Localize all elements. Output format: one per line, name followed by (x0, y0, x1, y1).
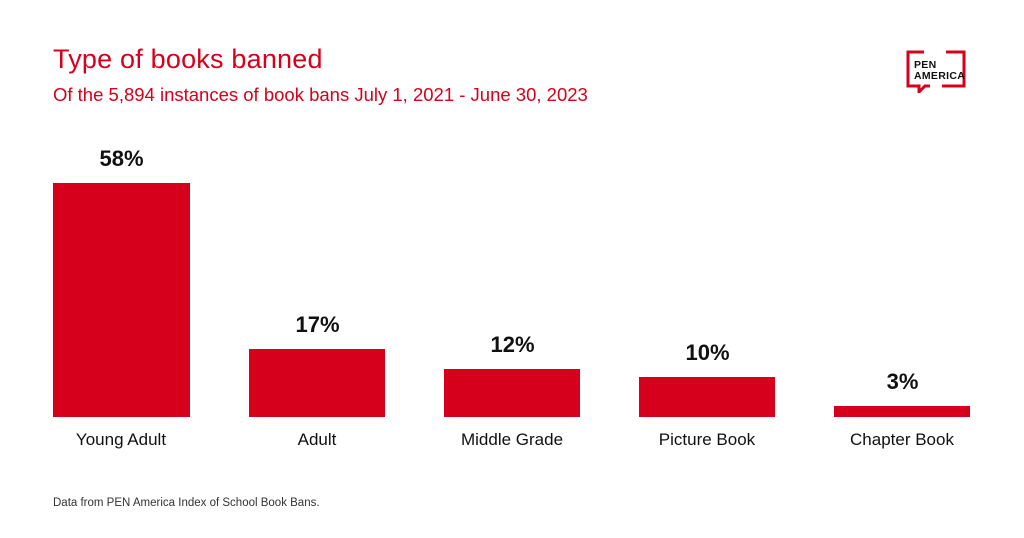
bar-adult (249, 349, 385, 417)
chart-subtitle: Of the 5,894 instances of book bans July… (53, 84, 588, 105)
value-label-picture-book: 10% (685, 340, 730, 365)
source-note: Data from PEN America Index of School Bo… (53, 497, 320, 509)
pen-america-logo: PEN AMERICA (906, 50, 966, 93)
chart-title: Type of books banned (53, 44, 323, 74)
value-label-adult: 17% (295, 312, 340, 337)
bar-young-adult (53, 183, 190, 417)
category-label-chapter-book: Chapter Book (850, 430, 954, 449)
value-label-young-adult: 58% (99, 146, 144, 171)
bar-chapter-book (834, 406, 970, 417)
speech-bubble-icon (906, 50, 966, 93)
bar-middle-grade (444, 369, 580, 417)
value-label-middle-grade: 12% (490, 332, 535, 357)
category-label-young-adult: Young Adult (75, 430, 167, 449)
value-label-chapter-book: 3% (886, 369, 919, 394)
category-label-middle-grade: Middle Grade (460, 430, 564, 449)
logo-text: PEN AMERICA (914, 59, 966, 82)
category-label-adult: Adult (297, 430, 337, 449)
bar-picture-book (639, 377, 775, 417)
category-label-picture-book: Picture Book (658, 430, 756, 449)
